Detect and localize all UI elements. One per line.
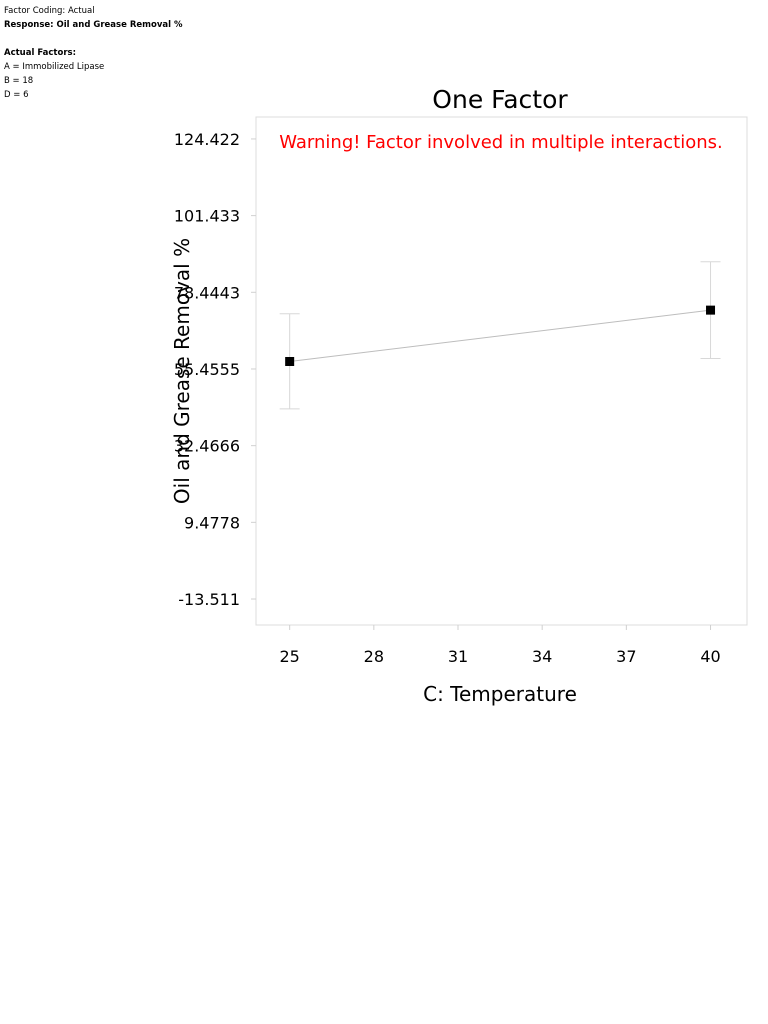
series-marks — [279, 261, 721, 410]
y-tick-label: -13.511 — [178, 590, 240, 609]
x-tick-label: 37 — [616, 647, 636, 666]
x-tick-label: 28 — [364, 647, 384, 666]
factor-coding-text: Factor Coding: Actual — [4, 6, 95, 16]
x-tick-label: 25 — [279, 647, 299, 666]
series-line — [289, 309, 711, 362]
plot-area — [255, 116, 748, 626]
x-axis-label: C: Temperature — [423, 682, 577, 706]
y-tick-label: 55.4555 — [174, 360, 240, 379]
data-point-marker — [706, 305, 716, 315]
x-tick-label: 40 — [700, 647, 720, 666]
y-tick-label: 9.4778 — [184, 513, 240, 532]
y-tick-label: 78.4443 — [174, 283, 240, 302]
response-text: Response: Oil and Grease Removal % — [4, 20, 183, 30]
y-axis-label: Oil and Grease Removal % — [170, 238, 194, 504]
x-tick-label: 31 — [448, 647, 468, 666]
x-tick-label: 34 — [532, 647, 552, 666]
y-axis-ticks: 124.422 101.433 78.4443 55.4555 32.4666 9.477… — [174, 130, 256, 609]
actual-factor-a: A = Immobilized Lipase — [4, 62, 105, 72]
x-axis-ticks: 25 28 31 34 37 40 — [279, 625, 721, 666]
actual-factor-d: D = 6 — [4, 90, 29, 100]
y-tick-label: 101.433 — [174, 207, 240, 226]
warning-text: Warning! Factor involved in multiple int… — [279, 132, 723, 153]
data-point-marker — [285, 356, 295, 366]
actual-factors-heading: Actual Factors: — [4, 48, 76, 58]
y-tick-label: 32.4666 — [174, 437, 240, 456]
factor-info-panel: Factor Coding: Actual Response: Oil and … — [4, 4, 183, 102]
y-tick-label: 124.422 — [174, 130, 240, 149]
chart-title: One Factor — [432, 85, 568, 114]
actual-factor-b: B = 18 — [4, 76, 34, 86]
